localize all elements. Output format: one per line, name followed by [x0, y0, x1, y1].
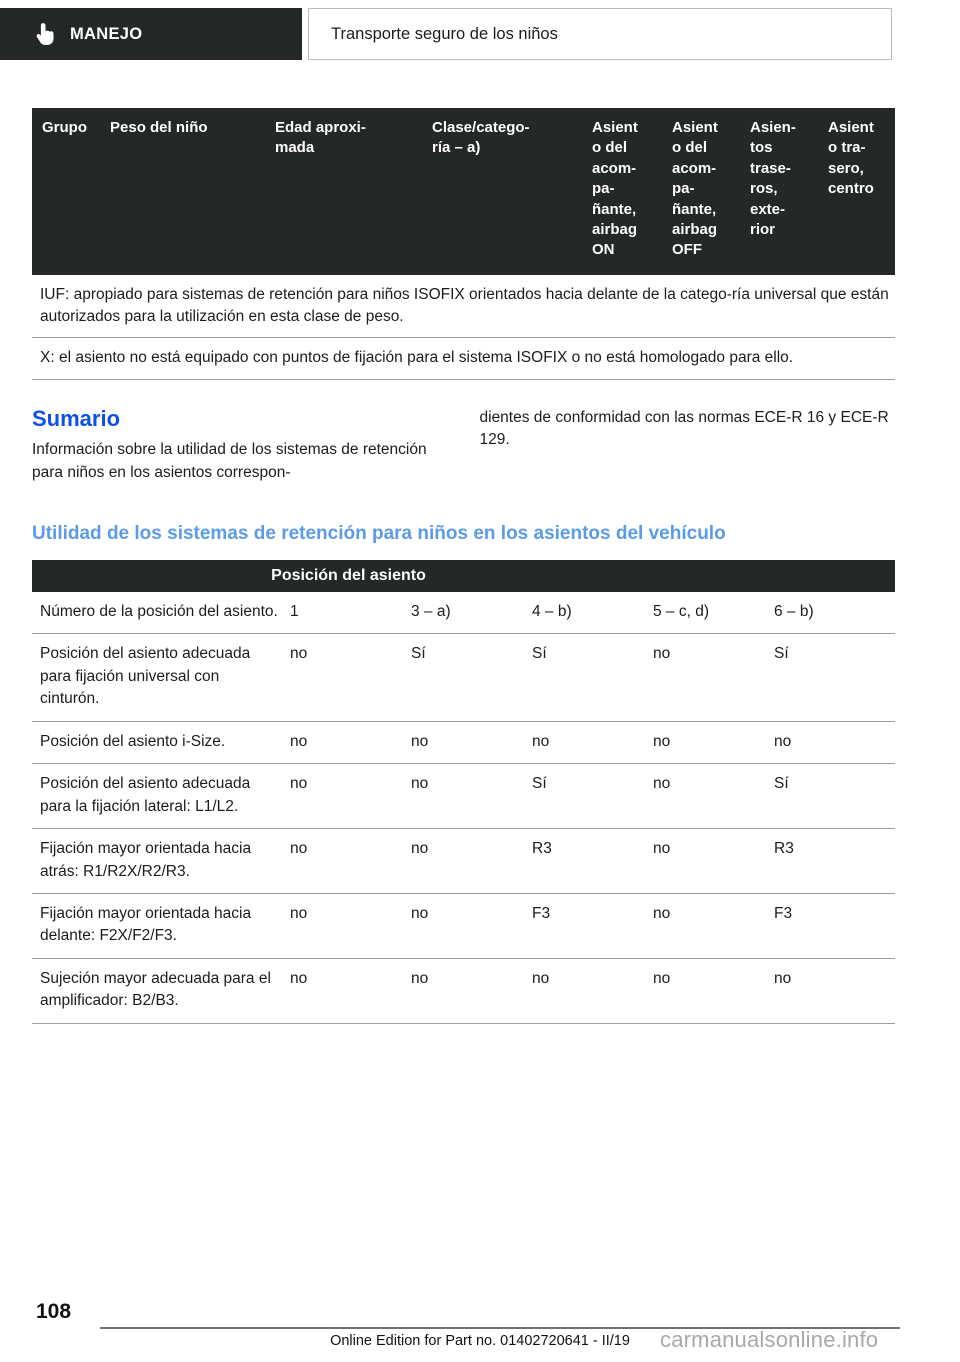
row-label: Posición del asiento i-Size.: [40, 732, 226, 750]
table-row: Sujeción mayor adecuada para el amplific…: [32, 959, 895, 1024]
isofix-table-header: Grupo Peso del niño Edad aproxi- mada Cl…: [32, 108, 895, 275]
row-value-col5: Sí: [774, 775, 789, 793]
row-value-col1: no: [290, 775, 308, 793]
isofix-header-asiento-acompanante-airbag-off: Asient o del acom- pa- ñante, airbag OFF: [672, 119, 718, 259]
row-value-col1: no: [290, 840, 308, 858]
row-value-col1: 1: [290, 602, 299, 620]
table-row: Posición del asiento i-Size. no no no no…: [32, 722, 895, 765]
page-number: 108: [36, 1300, 72, 1323]
seat-position-header-label: Posición del asiento: [271, 566, 426, 584]
row-value-col3: 4 – b): [532, 602, 572, 620]
row-value-col5: no: [774, 732, 792, 750]
isofix-header-asientos-traseros-exterior: Asien- tos trase- ros, exte- rior: [750, 119, 796, 238]
sumario-left-text: Información sobre la utilidad de los sis…: [32, 441, 427, 481]
row-value-col4: no: [653, 904, 671, 922]
breadcrumb-current-page: Transporte seguro de los niños: [308, 8, 892, 60]
row-label: Fijación mayor orientada hacia delante: …: [40, 904, 252, 945]
row-value-col2: Sí: [411, 645, 426, 663]
isofix-header-clase: Clase/catego- ría – a): [432, 119, 530, 157]
table-row: Posición del asiento adecuada para fijac…: [32, 634, 895, 722]
row-label: Posición del asiento adecuada para la fi…: [40, 775, 251, 815]
row-value-col4: no: [653, 645, 671, 663]
row-label: Fijación mayor orientada hacia atrás: R1…: [40, 840, 252, 880]
section-tab-manejo[interactable]: MANEJO: [0, 8, 302, 60]
sumario-right-text: dientes de conformidad con las normas EC…: [479, 408, 889, 449]
row-value-col2: no: [411, 732, 429, 750]
section-heading-utilidad: Utilidad de los sistemas de retención pa…: [32, 523, 726, 544]
legend-note-iuf: IUF: apropiado para sistemas de retenció…: [32, 275, 895, 339]
isofix-header-asiento-acompanante-airbag-on: Asient o del acom- pa- ñante, airbag ON: [592, 119, 638, 259]
seat-position-table-header: Posición del asiento: [32, 559, 895, 592]
row-label: Número de la posición del asiento.: [40, 602, 278, 620]
row-value-col2: no: [411, 904, 429, 922]
legend-note-x: X: el asiento no está equipado con punto…: [32, 338, 895, 380]
row-value-col3: R3: [532, 840, 552, 858]
footer-edition-note: Online Edition for Part no. 01402720641 …: [330, 1333, 630, 1349]
breadcrumb: MANEJO Transporte seguro de los niños: [0, 8, 960, 60]
isofix-header-grupo: Grupo: [42, 119, 87, 136]
row-value-col1: no: [290, 904, 308, 922]
row-value-col2: 3 – a): [411, 602, 451, 620]
isofix-header-peso: Peso del niño: [110, 119, 208, 136]
row-value-col1: no: [290, 969, 308, 987]
row-label: Sujeción mayor adecuada para el amplific…: [40, 969, 271, 1010]
row-value-col3: no: [532, 969, 550, 987]
row-value-col1: no: [290, 645, 308, 663]
row-label: Posición del asiento adecuada para fijac…: [40, 645, 251, 708]
row-value-col4: no: [653, 775, 671, 793]
row-value-col5: 6 – b): [774, 602, 814, 620]
seat-position-table: Posición del asiento Número de la posici…: [32, 559, 895, 1024]
sumario-section: Sumario Información sobre la utilidad de…: [32, 406, 895, 484]
sumario-left-column: Sumario Información sobre la utilidad de…: [32, 406, 448, 484]
row-value-col3: Sí: [532, 645, 547, 663]
row-value-col4: no: [653, 969, 671, 987]
row-value-col3: F3: [532, 904, 551, 922]
row-value-col3: no: [532, 732, 550, 750]
table-row: Posición del asiento adecuada para la fi…: [32, 764, 895, 830]
row-value-col2: no: [411, 840, 429, 858]
row-value-col5: Sí: [774, 645, 789, 663]
row-value-col2: no: [411, 969, 429, 987]
sumario-title: Sumario: [32, 405, 121, 431]
pointing-hand-icon: [36, 23, 54, 45]
section-tab-label: MANEJO: [70, 24, 143, 43]
row-value-col5: no: [774, 969, 792, 987]
table-row: Fijación mayor orientada hacia atrás: R1…: [32, 829, 895, 894]
sumario-right-column: dientes de conformidad con las normas EC…: [480, 406, 896, 484]
row-value-col2: no: [411, 775, 429, 793]
row-value-col5: R3: [774, 840, 794, 858]
table-row: Fijación mayor orientada hacia delante: …: [32, 894, 895, 959]
row-value-col4: 5 – c, d): [653, 602, 709, 620]
row-value-col3: Sí: [532, 775, 547, 793]
row-value-col4: no: [653, 840, 671, 858]
page-footer: 108 Online Edition for Part no. 01402720…: [0, 1300, 960, 1362]
footer-divider: [100, 1327, 900, 1329]
table-row: Número de la posición del asiento. 1 3 –…: [32, 592, 895, 635]
isofix-header-edad: Edad aproxi- mada: [275, 119, 366, 157]
isofix-header-asiento-trasero-centro: Asient o tra- sero, centro: [828, 119, 874, 198]
watermark: carmanualsonline.info: [660, 1327, 879, 1352]
row-value-col5: F3: [774, 904, 793, 922]
row-value-col4: no: [653, 732, 671, 750]
page-content: Grupo Peso del niño Edad aproxi- mada Cl…: [32, 108, 895, 1024]
row-value-col1: no: [290, 732, 308, 750]
breadcrumb-text: Transporte seguro de los niños: [331, 24, 558, 43]
